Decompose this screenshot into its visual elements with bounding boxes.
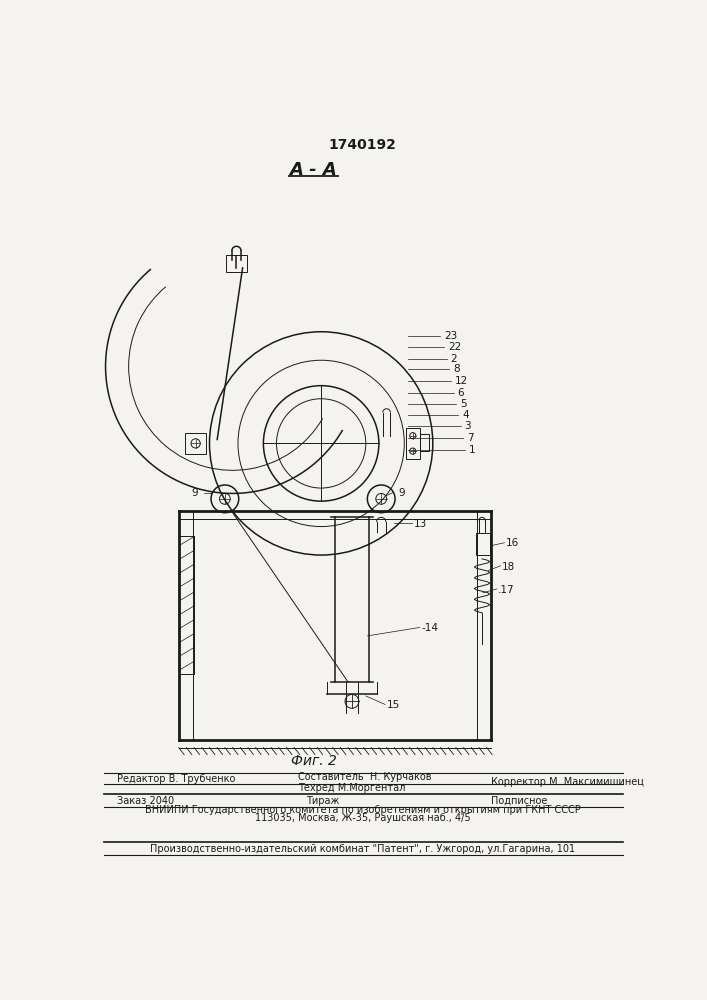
- Text: 22: 22: [448, 342, 462, 352]
- Text: 3: 3: [464, 421, 471, 431]
- Text: Техред М.Моргентал: Техред М.Моргентал: [298, 783, 405, 793]
- Text: Редактор В. Трубченко: Редактор В. Трубченко: [117, 774, 235, 784]
- Text: А - А: А - А: [290, 161, 337, 179]
- Text: 7: 7: [467, 433, 473, 443]
- Text: .17: .17: [498, 585, 515, 595]
- Bar: [406, 428, 420, 459]
- Text: 13: 13: [414, 519, 427, 529]
- Text: 23: 23: [444, 331, 457, 341]
- Text: 18: 18: [502, 562, 515, 572]
- Text: Составитель  Н. Курчаков: Составитель Н. Курчаков: [298, 772, 431, 782]
- Text: 1: 1: [469, 445, 476, 455]
- Text: 9: 9: [192, 488, 198, 498]
- Text: 8: 8: [452, 364, 460, 374]
- Text: 15: 15: [387, 700, 400, 710]
- Text: Фиг. 2: Фиг. 2: [291, 754, 337, 768]
- Text: 113035, Москва, Ж-35, Раушская наб., 4/5: 113035, Москва, Ж-35, Раушская наб., 4/5: [255, 813, 471, 823]
- Text: ВНИИПИ Государственного комитета по изобретениям и открытиям при ГКНТ СССР: ВНИИПИ Государственного комитета по изоб…: [145, 805, 580, 815]
- Text: Производственно-издательский комбинат "Патент", г. Ужгород, ул.Гагарина, 101: Производственно-издательский комбинат "П…: [150, 844, 575, 854]
- Text: 5: 5: [460, 399, 467, 409]
- Bar: [476, 533, 490, 555]
- Text: 6: 6: [457, 388, 464, 398]
- Bar: [420, 434, 429, 451]
- Text: Тираж: Тираж: [305, 796, 339, 806]
- Text: 1740192: 1740192: [329, 138, 397, 152]
- Text: -14: -14: [421, 623, 438, 633]
- Bar: [226, 255, 247, 272]
- Text: 12: 12: [455, 376, 468, 386]
- Text: Подписное: Подписное: [491, 796, 547, 806]
- Text: 4: 4: [462, 410, 469, 420]
- Text: Заказ 2040: Заказ 2040: [117, 796, 174, 806]
- Text: 2: 2: [450, 354, 457, 364]
- Bar: [185, 433, 206, 454]
- Text: 9: 9: [398, 488, 405, 498]
- Text: Корректор М. Максимишинец: Корректор М. Максимишинец: [491, 777, 643, 787]
- Text: 16: 16: [506, 538, 519, 548]
